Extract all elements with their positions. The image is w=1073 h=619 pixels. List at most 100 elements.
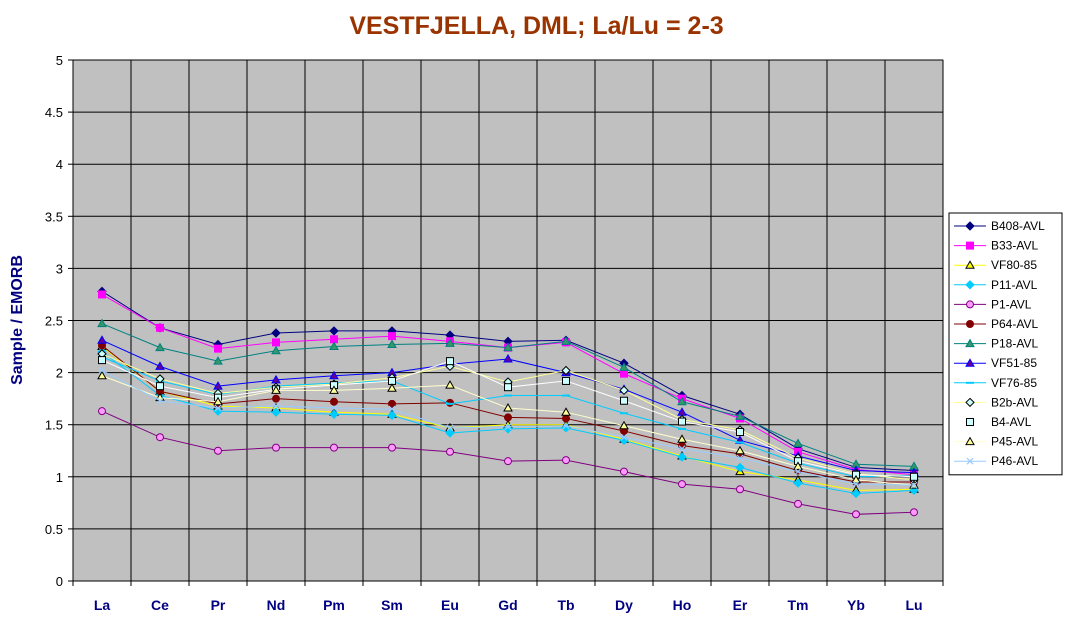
legend-marker-b33-avl xyxy=(966,241,974,250)
data-point-vf51-85-gd xyxy=(503,354,513,363)
data-point-vf51-85-ce xyxy=(155,361,165,370)
legend-marker-b2b-avl xyxy=(965,397,975,408)
legend-marker-p18-avl xyxy=(965,338,975,348)
legend-marker-p64-avl xyxy=(966,320,974,328)
data-point-p46-avl-sm-stroke-b xyxy=(388,405,396,413)
data-point-p45-avl-nd xyxy=(271,385,281,394)
data-point-p46-avl-tb-stroke-b xyxy=(562,422,570,430)
data-point-b4-avl-ho xyxy=(678,417,686,426)
data-point-p46-avl-lu xyxy=(910,481,918,489)
legend-label-vf51-85: VF51-85 xyxy=(991,356,1037,370)
data-point-p1-avl-tm xyxy=(794,499,802,508)
series-p1-avl xyxy=(98,407,918,519)
data-point-p46-avl-yb-stroke-b xyxy=(852,480,860,488)
data-point-p46-avl-la xyxy=(98,367,106,374)
data-point-p46-avl-er-stroke-b xyxy=(736,454,744,462)
y-tick-label: 4 xyxy=(56,157,63,172)
data-point-p46-avl-ho xyxy=(678,445,686,453)
data-point-p1-avl-la xyxy=(98,407,106,416)
legend-label-vf80-85: VF80-85 xyxy=(991,258,1037,272)
legend-label-p18-avl: P18-AVL xyxy=(991,337,1038,351)
data-point-p11-avl-er xyxy=(735,462,745,473)
data-point-b4-avl-gd xyxy=(504,383,512,392)
legend-marker-p46-avl xyxy=(966,457,974,465)
data-point-b2b-avl-dy xyxy=(619,385,629,396)
y-tick-label: 3 xyxy=(56,261,63,276)
legend-item-b33-avl: B33-AVL xyxy=(954,239,1038,253)
data-point-p46-avl-eu-stroke-b xyxy=(446,424,454,432)
data-point-b33-avl-dy xyxy=(620,369,628,378)
data-point-p46-avl-dy-stroke-b xyxy=(620,433,628,441)
data-point-vf51-85-la xyxy=(97,335,107,344)
data-point-p46-avl-ce-stroke-b xyxy=(156,397,164,405)
data-point-p18-avl-nd xyxy=(271,345,281,355)
data-point-p46-avl-tm xyxy=(794,468,802,476)
data-point-p18-avl-pm xyxy=(329,341,339,351)
legend-label-p45-avl: P45-AVL xyxy=(991,435,1038,449)
legend-label-b2b-avl: B2b-AVL xyxy=(991,395,1038,409)
data-point-p1-avl-yb xyxy=(852,510,860,519)
data-point-p11-avl-pr xyxy=(213,406,223,416)
legend-item-p64-avl: P64-AVL xyxy=(954,317,1038,331)
x-tick-label: Lu xyxy=(905,597,922,613)
data-point-p45-avl-ho xyxy=(677,434,687,443)
legend-marker-p1-avl xyxy=(966,300,974,309)
data-point-vf51-85-pm xyxy=(329,370,339,380)
y-tick-label: 0.5 xyxy=(45,522,63,537)
data-point-p64-avl-tb xyxy=(562,414,570,423)
data-point-p45-avl-eu xyxy=(445,380,455,389)
x-tick-label: Pm xyxy=(323,597,345,613)
data-point-p46-avl-pm-stroke-b xyxy=(330,404,338,412)
data-point-p11-avl-yb xyxy=(851,488,861,499)
data-point-p18-avl-gd xyxy=(503,342,513,352)
data-point-p45-avl-la xyxy=(97,370,107,380)
legend-item-b4-avl: B4-AVL xyxy=(954,415,1032,429)
legend-item-b2b-avl: B2b-AVL xyxy=(954,395,1038,409)
data-point-b2b-avl-tb xyxy=(561,365,571,376)
data-point-p11-avl-sm xyxy=(387,410,397,421)
data-point-p11-avl-tm xyxy=(793,478,803,488)
data-point-b33-avl-sm xyxy=(388,332,396,341)
data-point-b4-avl-lu xyxy=(910,472,918,481)
data-point-p64-avl-nd xyxy=(272,394,280,403)
data-point-p45-avl-dy xyxy=(619,420,629,430)
legend-label-p1-avl: P1-AVL xyxy=(991,297,1032,311)
x-tick-label: Yb xyxy=(847,597,865,613)
data-point-p11-avl-eu xyxy=(445,428,455,438)
data-point-b4-avl-er xyxy=(736,427,744,436)
data-point-p1-avl-pm xyxy=(330,443,338,452)
data-point-p64-avl-sm xyxy=(388,399,396,408)
data-point-b408-avl-nd xyxy=(271,328,281,338)
y-tick-label: 2 xyxy=(56,366,63,381)
data-point-b4-avl-tb xyxy=(562,376,570,385)
data-point-p46-avl-tm-stroke-b xyxy=(794,468,802,476)
data-point-p45-avl-er xyxy=(735,445,745,455)
plot-layer xyxy=(72,59,944,582)
data-point-p46-avl-pm xyxy=(330,404,338,412)
data-point-p18-avl-sm xyxy=(387,339,397,348)
data-point-p1-avl-dy xyxy=(620,467,628,476)
data-point-p46-avl-er xyxy=(736,454,744,462)
data-point-p46-avl-pr-stroke-b xyxy=(214,404,222,412)
legend-label-vf76-85: VF76-85 xyxy=(991,376,1037,390)
data-point-p46-avl-dy xyxy=(620,433,628,441)
legend-item-vf51-85: VF51-85 xyxy=(954,356,1037,370)
data-point-p11-avl-dy xyxy=(619,435,629,446)
data-point-b4-avl-la xyxy=(98,356,106,365)
legend-label-b4-avl: B4-AVL xyxy=(991,415,1032,429)
y-tick-label: 0 xyxy=(56,574,63,589)
data-point-p46-avl-gd-stroke-b xyxy=(504,423,512,431)
x-tick-label: Ce xyxy=(151,597,169,613)
data-point-p18-avl-tb xyxy=(561,336,571,345)
y-tick-label: 1.5 xyxy=(45,418,63,433)
y-tick-label: 5 xyxy=(56,53,63,68)
data-point-p45-avl-gd xyxy=(503,403,513,412)
axis-layer: 0 0.5 1 1.5 2 2.5 3 3.5 4 4.5 5 La Ce Pr Nd Pm Sm Eu Gd Tb D… xyxy=(45,53,944,613)
y-tick-label: 2.5 xyxy=(45,314,63,329)
data-point-p18-avl-eu xyxy=(445,338,455,347)
legend-label-p64-avl: P64-AVL xyxy=(991,317,1038,331)
data-point-p11-avl-ho xyxy=(677,452,687,462)
data-point-b4-avl-ce xyxy=(156,382,164,391)
data-point-p46-avl-ho-stroke-b xyxy=(678,445,686,453)
